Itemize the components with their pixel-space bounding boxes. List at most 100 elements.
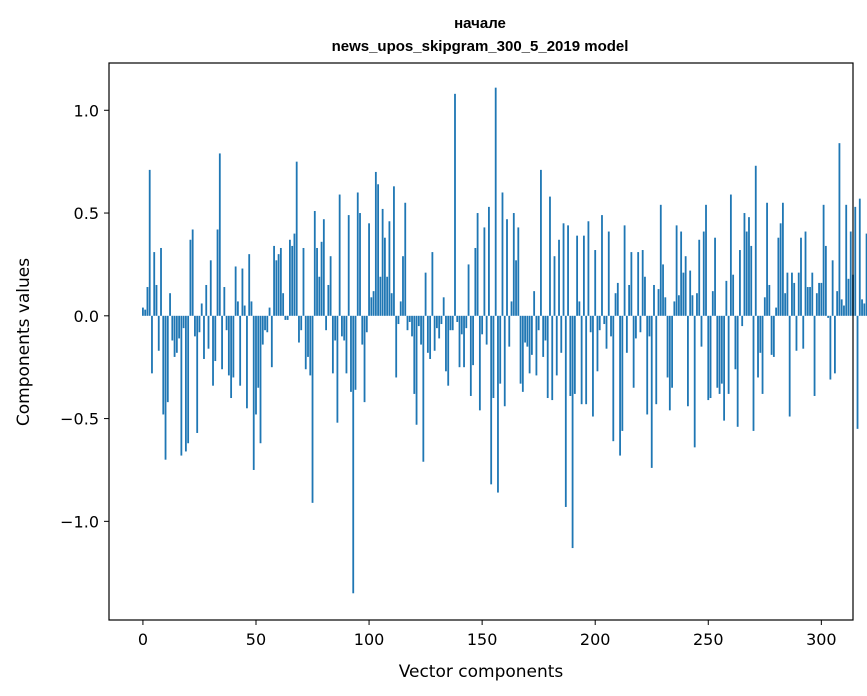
bar-105 <box>379 276 382 316</box>
y-tick-label: −1.0 <box>60 512 99 531</box>
bar-157 <box>497 315 499 493</box>
bar-159 <box>501 192 504 316</box>
bar-133 <box>442 297 445 316</box>
x-tick-label: 0 <box>138 630 148 649</box>
bar-207 <box>610 315 612 337</box>
bar-2 <box>146 287 149 316</box>
bar-268 <box>748 217 750 316</box>
bar-183 <box>555 315 558 376</box>
bar-300 <box>820 282 823 316</box>
bar-63 <box>284 315 287 320</box>
y-tick-label: 0.5 <box>74 204 99 223</box>
bar-128 <box>431 252 434 316</box>
bar-140 <box>458 315 461 368</box>
bar-83 <box>329 256 332 316</box>
bar-108 <box>386 276 389 316</box>
bar-156 <box>494 87 497 316</box>
bar-102 <box>372 291 375 316</box>
bar-190 <box>571 315 574 549</box>
bar-306 <box>834 315 836 374</box>
bar-305 <box>831 260 834 316</box>
bar-227 <box>655 315 658 405</box>
y-tick-label: −0.5 <box>60 410 99 429</box>
bar-252 <box>711 291 714 316</box>
bar-238 <box>680 231 683 316</box>
bar-213 <box>623 225 626 316</box>
bar-32 <box>214 315 217 362</box>
bar-309 <box>840 299 843 316</box>
bar-3 <box>148 169 151 316</box>
bar-237 <box>677 295 680 316</box>
bar-184 <box>558 239 560 316</box>
bar-208 <box>612 315 615 442</box>
x-tick-label: 150 <box>467 630 498 649</box>
bar-10 <box>164 315 167 460</box>
bar-289 <box>795 315 798 351</box>
bar-206 <box>607 231 610 316</box>
bar-127 <box>429 315 432 359</box>
bar-195 <box>582 235 585 316</box>
bar-46 <box>246 315 248 409</box>
bar-29 <box>207 315 210 349</box>
bar-163 <box>510 301 513 316</box>
chart-title-line-1: начале <box>454 15 506 32</box>
bar-28 <box>205 284 208 316</box>
bar-111 <box>393 186 395 316</box>
bar-118 <box>408 315 411 322</box>
bar-258 <box>725 280 728 316</box>
bar-228 <box>657 289 660 316</box>
bar-264 <box>739 250 741 316</box>
bar-291 <box>800 237 802 316</box>
bar-15 <box>175 315 178 353</box>
bar-256 <box>720 315 723 384</box>
bar-220 <box>639 315 642 333</box>
bar-194 <box>580 315 583 405</box>
bar-217 <box>632 315 635 388</box>
bar-172 <box>530 315 533 355</box>
bar-235 <box>673 301 676 316</box>
bar-261 <box>732 274 735 316</box>
bar-316 <box>856 315 859 429</box>
bar-151 <box>483 227 486 316</box>
bar-177 <box>542 315 545 357</box>
bar-250 <box>707 315 710 401</box>
bar-294 <box>806 287 809 316</box>
bar-266 <box>743 213 746 316</box>
x-tick-label: 300 <box>806 630 837 649</box>
bar-7 <box>157 315 160 351</box>
bar-70 <box>300 315 303 331</box>
bar-23 <box>194 315 196 337</box>
bar-52 <box>259 315 262 444</box>
bar-170 <box>526 315 529 347</box>
bar-239 <box>682 272 685 316</box>
bar-218 <box>635 315 637 339</box>
bar-75 <box>311 315 314 503</box>
bar-25 <box>198 315 201 333</box>
bar-255 <box>718 315 721 394</box>
bar-199 <box>592 315 594 417</box>
bar-282 <box>779 223 782 316</box>
bar-123 <box>420 315 422 345</box>
bar-30 <box>209 260 212 316</box>
x-tick-label: 250 <box>693 630 724 649</box>
bar-307 <box>836 291 839 316</box>
bar-253 <box>714 237 716 316</box>
bar-234 <box>671 315 673 388</box>
bar-18 <box>182 315 185 329</box>
bar-173 <box>533 291 536 316</box>
bar-154 <box>490 315 493 485</box>
bar-21 <box>189 239 192 316</box>
bar-9 <box>162 315 165 415</box>
bar-85 <box>334 315 337 341</box>
bar-58 <box>273 245 275 316</box>
bar-107 <box>383 237 386 316</box>
bar-251 <box>709 315 712 399</box>
bar-66 <box>291 245 294 316</box>
bar-313 <box>849 231 852 316</box>
bar-48 <box>250 301 253 316</box>
bar-214 <box>625 315 628 353</box>
bar-278 <box>770 315 773 355</box>
bar-158 <box>499 315 502 384</box>
bar-94 <box>354 315 357 390</box>
